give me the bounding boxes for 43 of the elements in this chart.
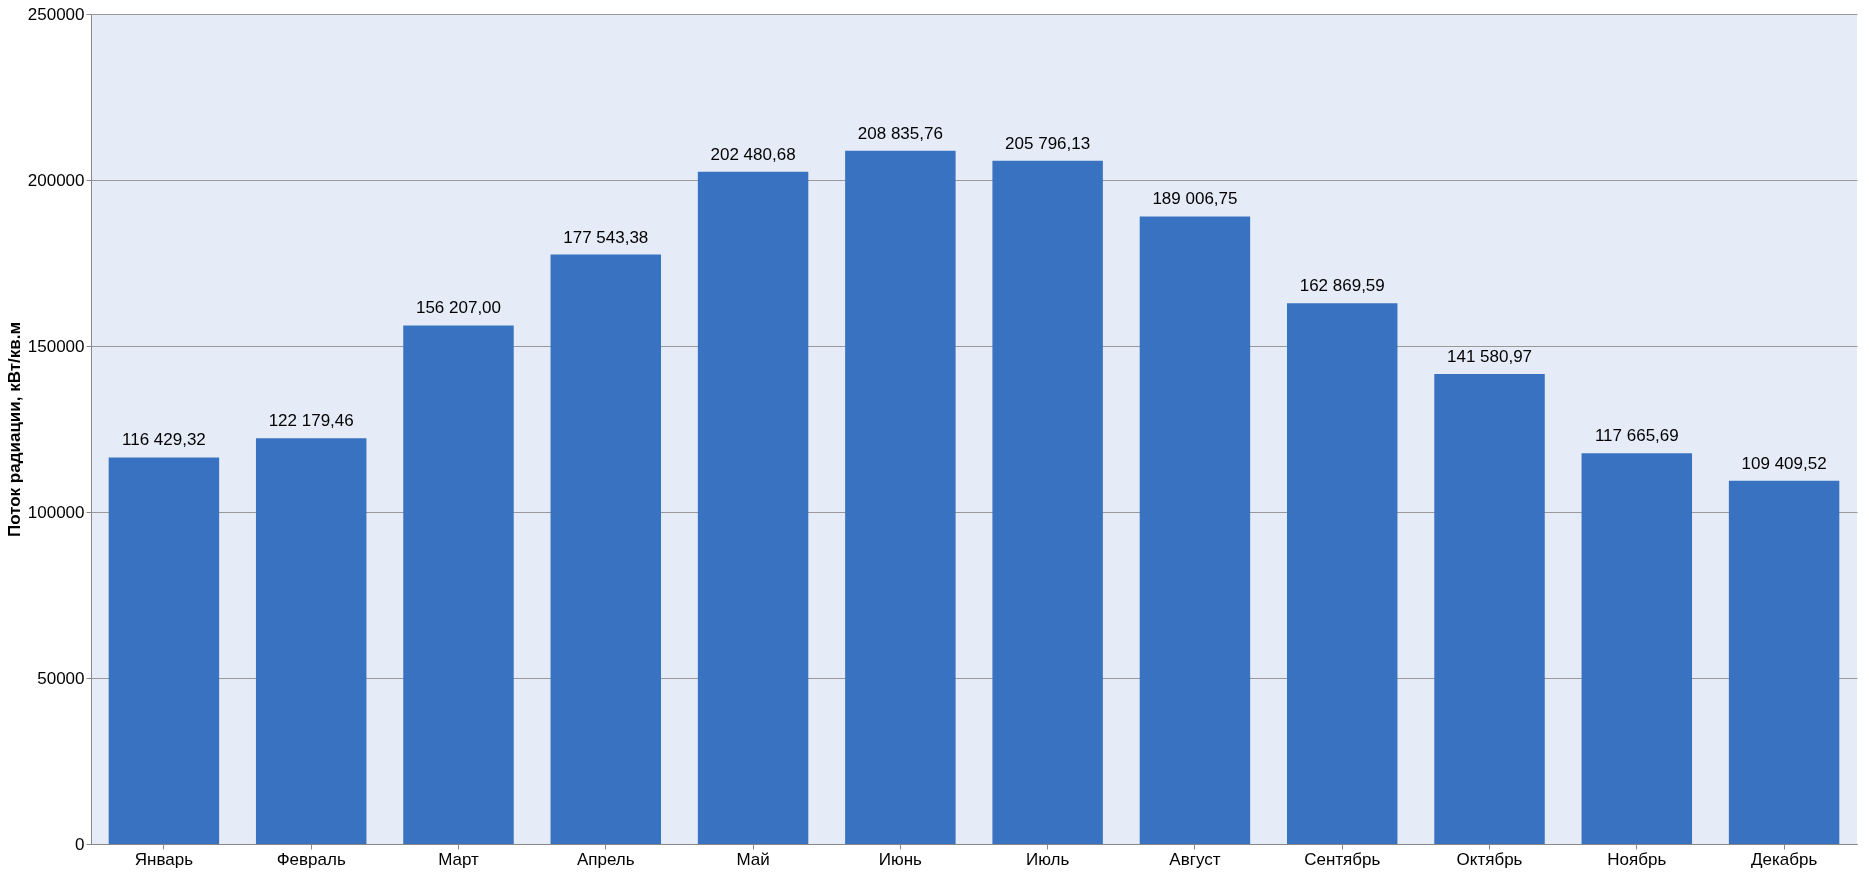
- bar: [1139, 216, 1251, 844]
- bar: [697, 171, 809, 844]
- data-label: 202 480,68: [710, 144, 796, 164]
- y-tick-label: 150000: [27, 336, 85, 356]
- data-label: 208 835,76: [857, 123, 943, 143]
- bar: [1728, 480, 1840, 844]
- bar: [992, 160, 1103, 844]
- x-tick-label: Август: [1169, 849, 1221, 869]
- bar: [845, 150, 956, 844]
- bar: [255, 438, 367, 844]
- y-tick-label: 200000: [27, 170, 85, 190]
- x-tick-label: Апрель: [576, 849, 635, 869]
- y-tick-label: 50000: [37, 668, 85, 688]
- data-label: 205 796,13: [1005, 133, 1091, 153]
- data-label: 141 580,97: [1446, 346, 1533, 366]
- bar: [1581, 453, 1693, 844]
- x-tick-label: Февраль: [276, 849, 346, 869]
- x-tick-label: Май: [736, 849, 770, 869]
- bar: [1286, 303, 1398, 844]
- bar: [108, 457, 220, 844]
- x-tick-label: Март: [438, 849, 480, 869]
- x-tick-label: Октябрь: [1456, 849, 1523, 869]
- data-label: 162 869,59: [1299, 276, 1385, 296]
- data-label: 156 207,00: [415, 298, 502, 318]
- data-label: 122 179,46: [268, 411, 354, 431]
- bar: [1434, 373, 1545, 844]
- y-axis-title: Поток радиации, кВт/кв.м: [4, 321, 24, 538]
- x-tick-label: Июнь: [878, 849, 923, 869]
- data-label: 189 006,75: [1152, 189, 1238, 209]
- x-tick-label: Сентябрь: [1304, 849, 1381, 869]
- x-tick-label: Декабрь: [1750, 849, 1818, 869]
- y-tick-label: 0: [75, 834, 85, 854]
- y-tick-label: 250000: [27, 4, 85, 24]
- bar: [550, 254, 662, 844]
- x-tick-label: Январь: [134, 849, 194, 869]
- y-tick-label: 100000: [27, 502, 85, 522]
- data-label: 177 543,38: [563, 227, 649, 247]
- x-tick-label: Ноябрь: [1607, 849, 1667, 869]
- data-label: 117 665,69: [1594, 426, 1679, 446]
- bar: [403, 325, 514, 844]
- data-label: 109 409,52: [1741, 453, 1827, 473]
- x-tick-label: Июль: [1025, 849, 1070, 869]
- data-label: 116 429,32: [121, 430, 206, 450]
